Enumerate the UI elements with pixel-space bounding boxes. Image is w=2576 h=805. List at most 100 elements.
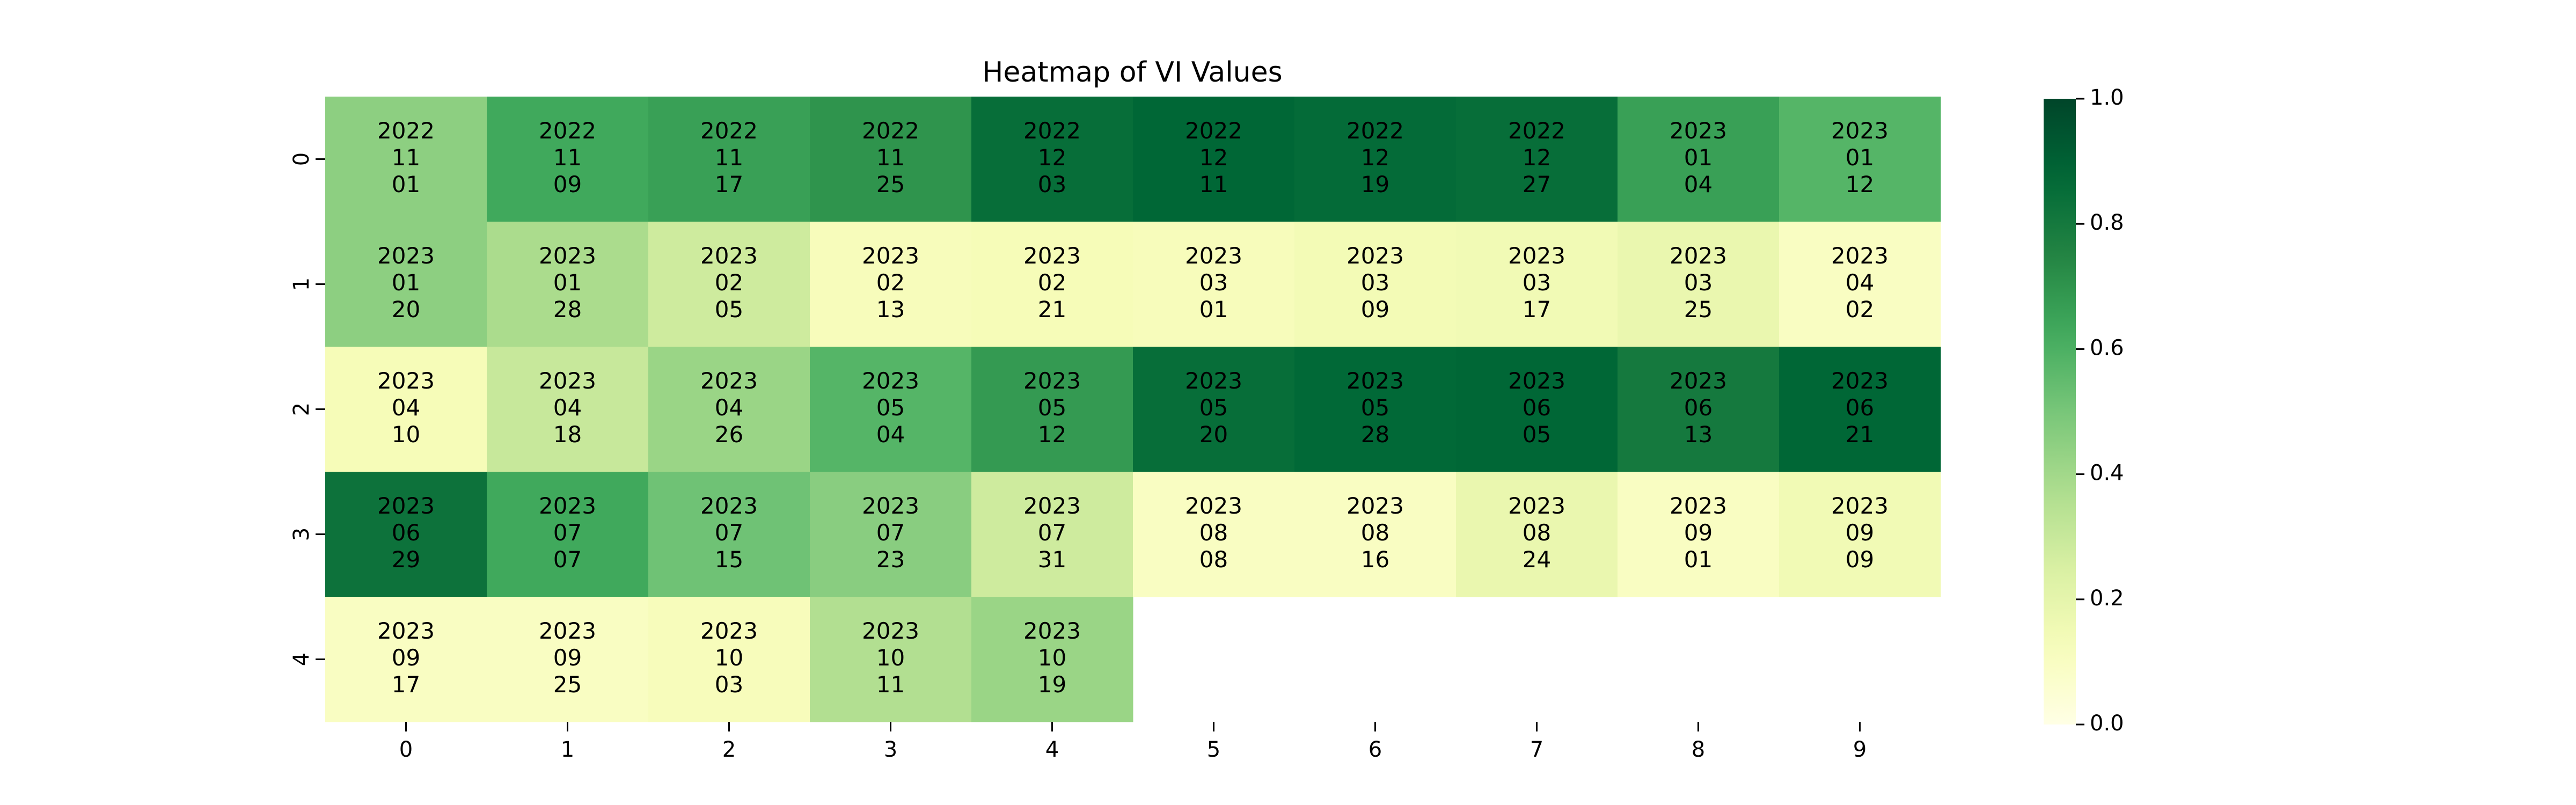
heatmap-cell: 2022 11 01 [325, 97, 487, 222]
cell-rect [1779, 97, 1941, 222]
heatmap-cell: 2023 07 15 [648, 472, 810, 597]
x-tick-label: 1 [561, 737, 574, 762]
cell-rect [1133, 222, 1295, 347]
y-tick-label: 0 [289, 152, 314, 166]
cell-rect [1618, 347, 1780, 472]
cell-rect [487, 347, 649, 472]
cell-label-line: 08 [1523, 519, 1551, 546]
x-tick-label: 6 [1368, 737, 1382, 762]
cell-label-line: 06 [392, 519, 420, 546]
heatmap-cell: 2023 05 12 [971, 347, 1133, 472]
x-tick-label: 2 [722, 737, 736, 762]
cell-label-line: 2022 [700, 118, 758, 144]
heatmap-cell: 2023 01 20 [325, 222, 487, 347]
heatmap-cell: 2023 06 13 [1618, 347, 1780, 472]
cell-rect [648, 472, 810, 597]
cell-label: 2022 11 01 [377, 118, 435, 197]
cell-label-line: 2022 [862, 118, 919, 144]
heatmap-cell: 2023 03 01 [1133, 222, 1295, 347]
cell-label-line: 29 [392, 546, 420, 573]
heatmap-cell: 2023 07 31 [971, 472, 1133, 597]
cell-label-line: 04 [1846, 269, 1874, 296]
cell-label-line: 2022 [1023, 118, 1081, 144]
cell-rect [487, 97, 649, 222]
cell-label-line: 16 [1361, 546, 1389, 573]
heatmap-cell: 2022 11 25 [810, 97, 972, 222]
cell-label-line: 07 [1038, 519, 1066, 546]
cell-rect [810, 472, 972, 597]
cell-rect [1618, 472, 1780, 597]
x-tick-label: 8 [1692, 737, 1705, 762]
cell-label-line: 2023 [1023, 243, 1081, 269]
cell-label: 2023 03 25 [1670, 243, 1727, 323]
heatmap-cell: 2022 12 03 [971, 97, 1133, 222]
cell-label-line: 26 [715, 421, 743, 448]
cell-label-line: 07 [553, 519, 582, 546]
heatmap-cell: 2023 10 11 [810, 597, 972, 722]
cell-label-line: 2023 [539, 493, 596, 519]
cell-label: 2023 02 05 [700, 243, 758, 323]
cell-rect [1294, 347, 1457, 472]
x-tick-label: 0 [399, 737, 413, 762]
cell-label: 2023 07 15 [700, 493, 758, 573]
cell-label-line: 2023 [1831, 493, 1889, 519]
cell-label-line: 2023 [1023, 493, 1081, 519]
cell-label-line: 2023 [1023, 618, 1081, 644]
cell-rect [648, 597, 810, 722]
cell-label-line: 2023 [700, 243, 758, 269]
cell-label-line: 04 [392, 394, 420, 421]
heatmap-cell: 2023 09 09 [1779, 472, 1941, 597]
cell-label-line: 03 [1199, 269, 1228, 296]
cell-label: 2023 08 24 [1508, 493, 1565, 573]
cell-label: 2023 02 21 [1023, 243, 1081, 323]
cell-label-line: 20 [392, 296, 420, 323]
heatmap-cell: 2023 09 25 [487, 597, 649, 722]
x-tick-label: 9 [1853, 737, 1867, 762]
cell-label-line: 07 [876, 519, 905, 546]
cell-rect [1294, 97, 1457, 222]
cell-label-line: 04 [876, 421, 905, 448]
colorbar-tick-label: 0.8 [2090, 210, 2124, 235]
cell-label-line: 2023 [862, 243, 919, 269]
cell-rect [1133, 472, 1295, 597]
heatmap-cell: 2023 01 12 [1779, 97, 1941, 222]
cell-rect [1133, 97, 1295, 222]
cell-label-line: 04 [715, 394, 743, 421]
chart-title: Heatmap of VI Values [982, 56, 1282, 89]
cell-label: 2023 08 08 [1185, 493, 1242, 573]
cell-label-line: 07 [715, 519, 743, 546]
cell-label-line: 03 [1523, 269, 1551, 296]
cell-label-line: 25 [553, 671, 582, 698]
x-tick-label: 3 [884, 737, 897, 762]
cell-rect [810, 597, 972, 722]
cell-rect [648, 222, 810, 347]
cell-rect [487, 472, 649, 597]
cell-label-line: 09 [1846, 546, 1874, 573]
cell-label-line: 24 [1523, 546, 1551, 573]
cell-rect [1618, 222, 1780, 347]
cell-label-line: 21 [1038, 296, 1066, 323]
heatmap-cell: 2023 06 05 [1456, 347, 1618, 472]
cell-rect [325, 597, 487, 722]
cell-rect [648, 97, 810, 222]
cell-label-line: 2023 [377, 618, 435, 644]
cell-label-line: 25 [876, 171, 905, 197]
cell-label-line: 28 [553, 296, 582, 323]
cell-label: 2023 01 12 [1831, 118, 1889, 197]
cell-label-line: 09 [1684, 519, 1713, 546]
x-tick-label: 4 [1045, 737, 1059, 762]
cell-label-line: 19 [1038, 671, 1066, 698]
cell-label-line: 28 [1361, 421, 1389, 448]
cell-label-line: 03 [1684, 269, 1713, 296]
cell-label-line: 10 [715, 645, 743, 671]
cell-label-line: 04 [553, 394, 582, 421]
cell-label: 2023 05 12 [1023, 368, 1081, 448]
cell-label-line: 01 [1684, 546, 1713, 573]
cell-label: 2023 05 20 [1185, 368, 1242, 448]
cell-rect [971, 347, 1133, 472]
cell-label-line: 15 [715, 546, 743, 573]
cell-label: 2023 05 28 [1346, 368, 1404, 448]
heatmap-cell: 2022 12 19 [1294, 97, 1457, 222]
cell-label-line: 2023 [862, 368, 919, 394]
